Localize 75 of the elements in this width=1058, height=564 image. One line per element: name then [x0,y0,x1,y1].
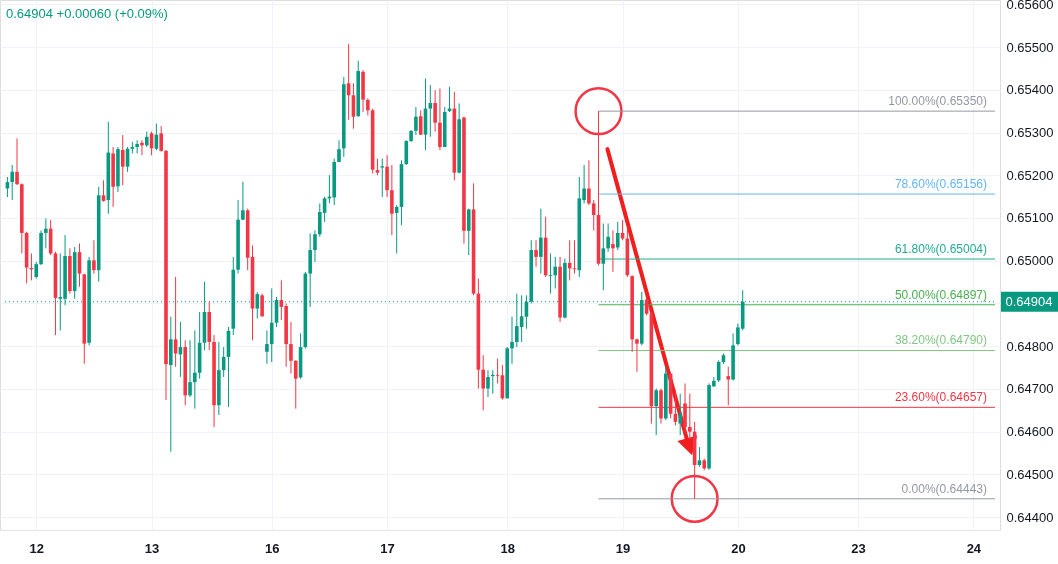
candlestick [10,164,15,201]
candlestick [433,89,437,133]
ref-line-label: 78.60%(0.65156) [894,177,987,192]
candlestick [193,329,197,410]
x-tick-label: 17 [380,540,395,556]
candlestick [428,84,433,138]
y-tick-label: 0.65000 [1006,253,1054,269]
candlestick [265,329,269,365]
candlestick [92,239,96,275]
candlestick [159,125,163,153]
annotation: 0.64904 +0.00060 (+0.09%) [6,6,168,21]
candlestick [289,321,293,375]
candlestick [572,239,577,275]
y-tick-label: 0.65500 [1006,39,1054,55]
ref-line-label: 23.60%(0.64657) [894,390,987,405]
candlestick [380,158,385,198]
candlestick [726,366,731,406]
candlestick [390,164,394,236]
ref-line-label: 38.20%(0.64790) [894,333,987,348]
ref-line-label: 0.00%(0.64443) [901,481,987,496]
candlestick [495,358,500,384]
candlestick [44,217,48,249]
candlestick [418,109,423,136]
x-tick-label: 16 [264,540,280,556]
candlestick [611,229,615,273]
candlestick [337,139,341,163]
candlestick [241,181,245,221]
candlestick [553,256,558,290]
candlestick [293,359,298,410]
x-tick-label: 19 [615,540,631,556]
y-tick-label: 0.65400 [1006,82,1054,98]
candlestick [404,139,409,166]
candlestick [678,393,683,436]
candlestick [313,229,317,263]
y-tick-label: 0.65600 [1006,0,1054,12]
candlestick [606,223,610,253]
candlestick [591,199,596,231]
candlestick [466,208,471,256]
candlestick [620,219,625,241]
y-tick-label: 0.64500 [1006,466,1054,482]
candlestick [654,388,658,436]
candlestick [481,354,485,411]
candlestick [385,154,389,198]
candlestick [317,202,322,238]
y-tick-label: 0.65300 [1006,125,1054,140]
x-tick-label: 18 [500,540,515,556]
y-tick-label: 0.64700 [1006,381,1054,397]
y-tick-label: 0.65100 [1006,210,1054,226]
x-tick-label: 24 [966,540,982,556]
candlestick [486,369,490,398]
candlestick [120,134,125,186]
candlestick [587,159,591,206]
x-tick-label: 23 [851,540,866,556]
ref-line-label: 100.00%(0.65350) [888,94,987,109]
candlestick [260,293,264,318]
candlestick [510,316,514,365]
y-tick-label: 0.65200 [1006,167,1054,183]
ref-line-label: 0.64904 [1005,293,1053,309]
ref-line-label: 61.80%(0.65004) [894,242,987,257]
x-tick-label: 20 [731,540,746,556]
candlestick [635,338,639,373]
candlestick [414,106,418,136]
x-tick-label: 12 [29,540,44,556]
candlestick [534,239,538,268]
y-tick-label: 0.64600 [1006,424,1054,440]
ref-line-label: 50.00%(0.64897) [894,287,987,302]
y-tick-label: 0.64400 [1006,509,1054,525]
candlestick [615,221,620,251]
candlestick [188,339,192,398]
candlestick [15,137,19,186]
candlestick [548,252,553,295]
y-tick-label: 0.64800 [1006,338,1054,354]
candlestick [539,208,543,275]
x-tick-label: 13 [144,540,160,556]
candlestick [101,179,106,203]
